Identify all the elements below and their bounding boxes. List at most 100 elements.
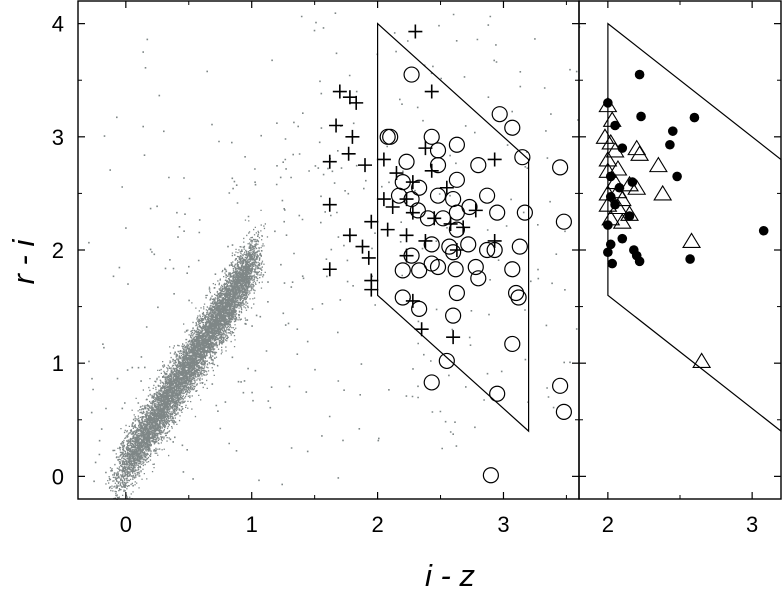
open-circle-marker [516,204,533,221]
y-tick-label: 0 [52,464,64,489]
open-circle-marker [504,119,521,136]
open-triangle-marker [602,111,622,127]
filled-circle-marker [636,111,646,122]
open-circle-marker [555,213,572,230]
open-circle-marker [411,300,428,317]
plus-marker [376,192,391,207]
open-triangle-marker [620,175,639,192]
open-circle-marker [507,284,525,302]
open-circle-marker [429,142,447,159]
plus-marker [345,129,360,144]
open-triangle-marker [601,133,621,150]
plus-marker [329,118,344,133]
plus-marker [408,24,423,39]
open-circle-marker [448,171,465,188]
open-triangle-marker [598,96,618,113]
plus-marker [439,180,454,195]
open-triangle-marker [627,179,647,195]
y-tick-label: 4 [52,12,64,37]
open-circle-marker [486,241,503,259]
plus-marker [487,233,502,248]
open-circle-marker [409,202,426,219]
open-triangle-marker [682,232,702,248]
open-circle-marker [470,157,487,174]
open-circle-marker [504,261,521,278]
open-circle-marker [555,403,572,420]
x-tick-label: 2 [602,512,614,537]
plus-marker [322,154,337,169]
open-circle-marker [489,204,506,221]
filled-circle-marker [603,247,613,258]
plus-marker [332,84,347,99]
plus-marker [349,95,364,110]
selection-box-right [607,22,782,433]
open-triangle-marker [620,205,639,221]
plus-marker [376,152,391,167]
open-circle-marker [460,236,477,253]
filled-circle-marker [634,256,645,267]
open-circle-marker [441,238,458,255]
open-circle-marker [423,374,440,391]
filled-circle-marker [610,120,620,131]
open-circle-marker [445,307,462,324]
plus-marker [364,282,379,297]
open-circle-marker [552,159,569,176]
plus-marker [342,228,357,243]
plus-marker [341,146,356,161]
open-circle-marker [510,289,527,306]
plus-marker [405,175,420,190]
open-circle-marker [504,335,521,353]
open-triangle-marker [608,198,628,215]
open-triangle-marker [598,196,618,212]
open-circle-marker [448,221,465,238]
plus-marker [385,199,400,214]
plus-marker [322,262,337,277]
open-circle-marker [448,136,465,153]
open-circle-marker [445,244,462,261]
open-triangle-marker [595,128,615,144]
plus-marker [322,197,337,212]
open-circle-marker [379,128,396,145]
open-circle-marker [447,261,464,278]
open-circle-marker [411,179,428,196]
x-tick-label: 3 [746,512,758,537]
background-points [88,12,581,501]
y-tick-label: 2 [52,238,64,263]
filled-circle-marker [758,225,769,236]
open-triangle-marker [608,159,628,176]
filled-circle-marker [667,126,678,136]
axes [77,0,782,500]
selection-box-left [377,22,530,433]
marker-layer [322,24,769,484]
open-circle-marker [514,149,531,166]
open-circle-marker [394,262,411,279]
plus-marker [414,322,429,337]
filled-circle-marker [605,239,616,250]
plus-marker [380,222,395,237]
open-triangle-marker [598,150,618,167]
plus-marker [342,90,357,105]
filled-circle-marker [685,254,695,264]
open-circle-marker [482,467,499,484]
plus-marker [418,141,433,156]
open-circle-marker [479,241,496,259]
open-triangle-marker [627,139,647,156]
x-tick-label: 3 [497,512,509,537]
open-circle-marker [403,247,420,264]
open-triangle-marker [601,209,621,226]
filled-circle-marker [665,139,675,150]
filled-circle-marker [607,258,617,269]
filled-circle-marker [689,112,700,123]
plus-marker [355,239,370,254]
x-tick-label: 0 [120,512,132,537]
filled-circle-marker [617,233,628,244]
y-tick-label: 1 [52,351,64,376]
plus-marker [487,152,502,167]
x-tick-label: 2 [371,512,383,537]
plus-marker [361,250,376,265]
open-triangle-marker [692,352,712,368]
open-circle-marker [429,258,447,276]
open-circle-marker [411,262,428,279]
open-circle-marker [445,190,462,208]
